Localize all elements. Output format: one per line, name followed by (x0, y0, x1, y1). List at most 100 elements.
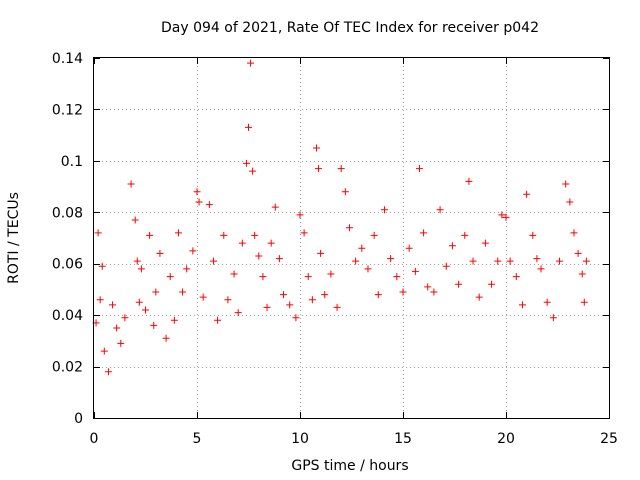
data-point (296, 211, 304, 219)
data-point (364, 265, 372, 273)
data-point (195, 198, 203, 206)
data-point (317, 249, 325, 257)
data-point (337, 165, 345, 173)
data-point (494, 257, 502, 265)
data-point (133, 257, 141, 265)
data-point (543, 298, 551, 306)
data-point (292, 314, 300, 322)
data-point (352, 257, 360, 265)
data-point (220, 231, 228, 239)
data-point (321, 291, 329, 299)
y-tick-label: 0.1 (61, 154, 83, 170)
data-point (300, 229, 308, 237)
data-point (271, 203, 279, 211)
y-tick-label: 0.04 (52, 308, 83, 324)
data-point (121, 314, 129, 322)
x-tick-label: 25 (600, 431, 618, 447)
data-point (566, 198, 574, 206)
data-point (189, 247, 197, 255)
data-point (104, 368, 112, 376)
data-point (183, 265, 191, 273)
data-point (523, 190, 531, 198)
data-point (109, 301, 117, 309)
data-point (502, 213, 510, 221)
data-point (345, 224, 353, 232)
data-point (275, 255, 283, 263)
data-point (209, 257, 217, 265)
data-point (152, 288, 160, 296)
data-point (205, 201, 213, 209)
data-point (556, 257, 564, 265)
data-point (135, 298, 143, 306)
y-tick-label: 0.02 (52, 360, 83, 376)
data-point (304, 273, 312, 281)
data-point (370, 231, 378, 239)
data-point (170, 316, 178, 324)
data-point (315, 165, 323, 173)
data-point (131, 216, 139, 224)
data-point (259, 273, 267, 281)
data-point (193, 188, 201, 196)
data-point (247, 59, 255, 67)
data-point (242, 159, 250, 167)
data-point (424, 283, 432, 291)
data-point (333, 303, 341, 311)
data-point (481, 239, 489, 247)
data-point (465, 177, 473, 185)
y-tick-labels: 0 0.02 0.04 0.06 0.08 0.1 0.12 0.14 (52, 51, 83, 427)
data-point (255, 252, 263, 260)
data-point (127, 180, 135, 188)
data-point (249, 167, 257, 175)
data-point (94, 229, 102, 237)
data-point (498, 211, 506, 219)
data-point (234, 309, 242, 317)
y-tick-label: 0.12 (52, 102, 83, 118)
data-point (475, 293, 483, 301)
data-point (327, 270, 335, 278)
data-point (156, 249, 164, 257)
data-point (436, 206, 444, 214)
data-point (399, 288, 407, 296)
chart-title: Day 094 of 2021, Rate Of TEC Index for r… (161, 20, 539, 36)
data-point (533, 255, 541, 263)
data-point (512, 273, 520, 281)
tick-layer (94, 58, 610, 419)
data-point (98, 262, 106, 270)
data-point (267, 239, 275, 247)
data-point (442, 262, 450, 270)
data-point (224, 296, 232, 304)
data-point (251, 231, 259, 239)
data-point (100, 347, 108, 355)
data-point (199, 293, 207, 301)
data-point (549, 314, 557, 322)
data-point (245, 123, 252, 131)
data-point (263, 303, 271, 311)
data-point (146, 231, 154, 239)
x-tick-label: 15 (394, 431, 412, 447)
data-point (578, 270, 586, 278)
data-point (488, 280, 496, 288)
data-point (420, 229, 428, 237)
data-point (286, 301, 294, 309)
data-point (580, 298, 588, 306)
data-point (162, 334, 170, 342)
data-point (96, 296, 104, 304)
data-point (374, 291, 382, 299)
x-tick-label: 10 (291, 431, 309, 447)
data-point (506, 257, 514, 265)
data-point (469, 257, 477, 265)
y-tick-label: 0.06 (52, 257, 83, 273)
data-point (166, 273, 174, 281)
data-point (518, 301, 526, 309)
marker-layer (92, 59, 590, 376)
plot-frame (93, 57, 610, 419)
data-point (455, 280, 463, 288)
data-point (393, 273, 401, 281)
data-point (537, 265, 545, 273)
data-point (179, 288, 187, 296)
data-point (448, 242, 456, 250)
y-axis-label: ROTI / TECUs (6, 192, 22, 284)
x-tick-label: 0 (90, 431, 99, 447)
data-point (387, 255, 395, 263)
data-point (380, 206, 388, 214)
